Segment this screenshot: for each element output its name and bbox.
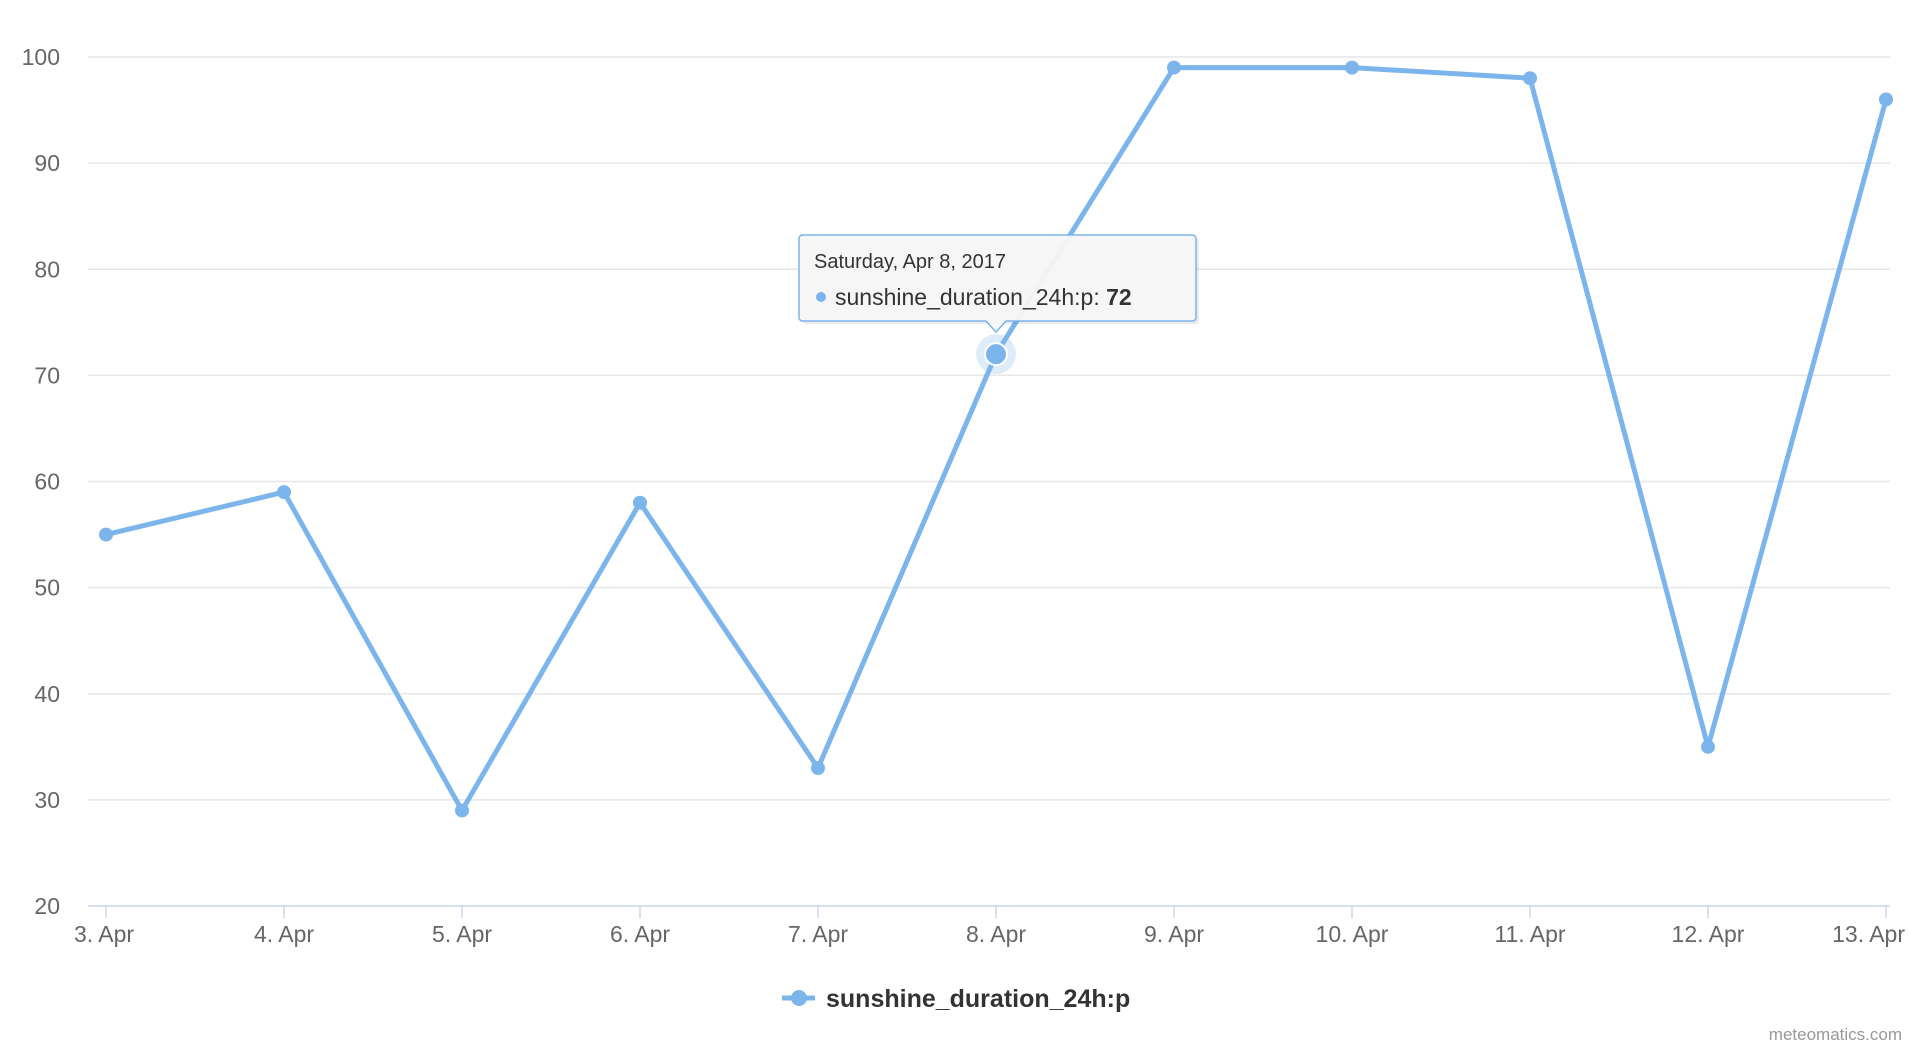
data-point[interactable] [1523, 71, 1537, 86]
x-tick-label: 11. Apr [1494, 921, 1566, 947]
y-tick-label: 20 [34, 893, 60, 919]
legend-label[interactable]: sunshine_duration_24h:p [826, 985, 1130, 1013]
data-point-hovered[interactable] [984, 342, 1008, 367]
tooltip-background [798, 234, 1197, 334]
y-axis: 20 30 40 50 60 70 80 90 100 [22, 44, 60, 919]
x-tick-label: 7. Apr [788, 921, 848, 947]
x-tick-label: 13. Apr [1832, 921, 1905, 947]
y-tick-label: 60 [34, 469, 60, 495]
x-tick-label: 3. Apr [74, 921, 134, 947]
x-tick-label: 8. Apr [966, 921, 1026, 947]
y-tick-label: 50 [34, 575, 60, 601]
series-sunshine-duration[interactable] [99, 60, 1893, 818]
data-point[interactable] [1879, 92, 1893, 107]
y-tick-label: 100 [22, 44, 60, 70]
credit-link[interactable]: meteomatics.com [1769, 1025, 1902, 1044]
y-tick-label: 80 [34, 256, 60, 282]
data-point[interactable] [1345, 60, 1359, 75]
data-point[interactable] [1167, 60, 1181, 75]
x-tick-label: 9. Apr [1144, 921, 1204, 947]
tooltip: Saturday, Apr 8, 2017 sunshine_duration_2… [798, 234, 1199, 334]
legend[interactable]: sunshine_duration_24h:p [782, 985, 1130, 1013]
y-tick-label: 90 [34, 150, 60, 176]
data-point[interactable] [455, 803, 469, 818]
series-line[interactable] [103, 65, 1889, 813]
data-point[interactable] [277, 485, 291, 500]
x-tick-label: 4. Apr [254, 921, 314, 947]
tooltip-value: 72 [1106, 284, 1132, 310]
data-point[interactable] [99, 527, 113, 542]
tooltip-box: Saturday, Apr 8, 2017 sunshine_duration_2… [798, 234, 1199, 334]
data-point[interactable] [1701, 739, 1715, 754]
x-axis [88, 905, 1890, 918]
y-tick-label: 70 [34, 362, 60, 388]
data-point[interactable] [811, 761, 825, 776]
x-tick-label: 12. Apr [1672, 921, 1745, 947]
tooltip-series-label: sunshine_duration_24h:p: 72 [835, 284, 1132, 310]
x-axis-labels: 3. Apr 4. Apr 5. Apr 6. Apr 7. Apr 8. Apr 9. A… [74, 921, 1905, 947]
gridlines [88, 56, 1890, 801]
legend-marker-icon [791, 990, 807, 1006]
x-tick-label: 5. Apr [432, 921, 492, 947]
tooltip-series-marker-icon [816, 292, 826, 302]
y-tick-label: 40 [34, 681, 60, 707]
x-tick-label: 6. Apr [610, 921, 670, 947]
x-tick-label: 10. Apr [1316, 921, 1389, 947]
tooltip-date: Saturday, Apr 8, 2017 [814, 251, 1006, 273]
y-tick-label: 30 [34, 787, 60, 813]
data-point[interactable] [633, 495, 647, 510]
